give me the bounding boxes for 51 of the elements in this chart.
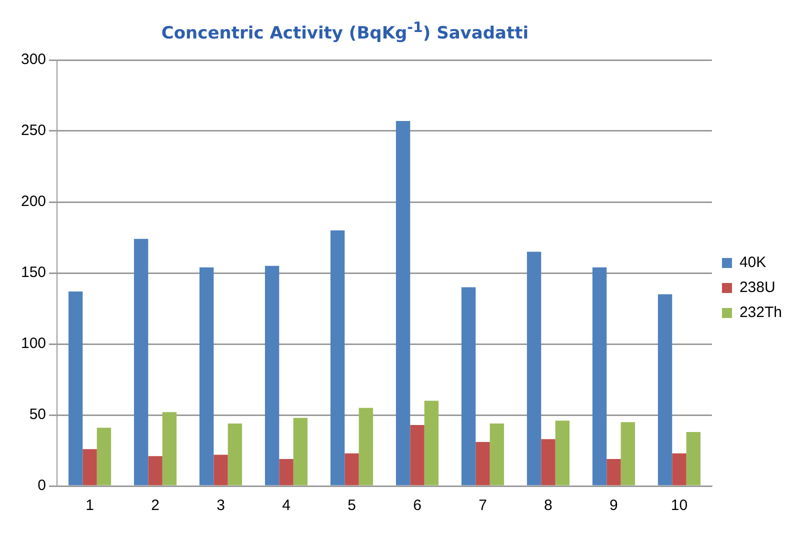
legend-label: 232Th [739,304,782,322]
bar [606,459,621,486]
y-tick-label: 0 [38,477,46,494]
bar [476,442,490,486]
bar [592,267,607,486]
y-tick-label: 50 [29,406,46,424]
x-tick-label: 4 [282,497,290,514]
y-tick-label: 150 [20,264,46,282]
bar [82,449,97,486]
y-tick-label: 100 [20,335,46,352]
bar [672,453,686,486]
y-tick-label: 250 [20,122,46,140]
bar [555,420,570,486]
x-tick-label: 6 [413,497,422,514]
legend-label: 238U [739,279,776,296]
bar [620,422,636,486]
x-tick-label: 9 [610,497,618,514]
x-tick-label: 7 [478,497,487,514]
bar [68,291,83,486]
x-tick-label: 1 [86,497,94,514]
x-tick-label: 10 [670,497,688,514]
bar [96,428,112,486]
bar [461,287,476,486]
bar [526,252,542,486]
bar [410,424,424,486]
bar [279,459,294,486]
y-tick-label: 300 [20,51,46,68]
bar [264,266,280,486]
bar [293,418,308,486]
bar [214,454,228,486]
bar [148,456,162,486]
bar [658,294,672,486]
bar [424,400,439,486]
bar [541,439,556,486]
legend-label: 40K [739,254,766,272]
bar [134,238,148,486]
bar [199,267,214,486]
bar [396,121,410,486]
x-tick-label: 2 [151,497,160,514]
bar [228,424,242,486]
x-tick-label: 8 [544,497,552,514]
chart-title: Concentric Activity (BqKg$^{-1}$) Savadatti [160,19,530,46]
x-tick-label: 3 [216,497,225,514]
bar [330,230,345,486]
x-tick-label: 5 [348,497,356,514]
y-tick-label: 200 [20,193,46,210]
bar [344,453,359,486]
bar [686,432,701,486]
bar [162,412,177,486]
bar [358,408,374,486]
bar [490,424,504,486]
